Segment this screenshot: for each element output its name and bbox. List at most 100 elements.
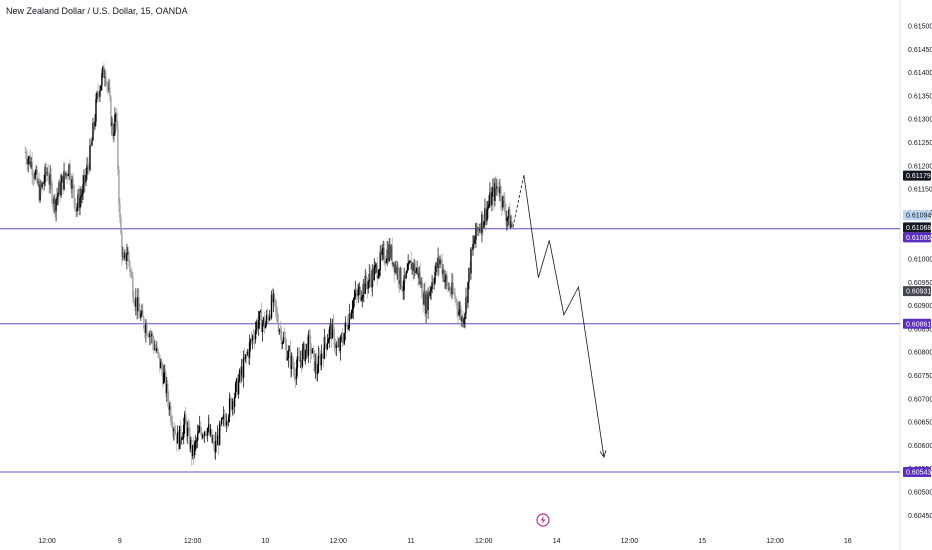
candle-body <box>206 428 209 436</box>
candle-body <box>32 174 34 177</box>
candle-body <box>178 431 180 450</box>
candle-body <box>164 372 166 374</box>
candle-body <box>282 336 285 343</box>
candle-body <box>83 175 85 185</box>
candle-body <box>470 248 472 274</box>
candle-body <box>283 336 286 341</box>
candle-body <box>350 313 352 319</box>
candle-body <box>182 437 184 440</box>
candle-body <box>154 348 156 350</box>
price-label: 0.60931 <box>906 289 931 296</box>
candle-body <box>431 282 433 290</box>
candle-body <box>472 244 474 250</box>
candle-body <box>39 184 41 201</box>
candle-body <box>30 162 32 167</box>
candle-body <box>354 290 356 298</box>
candle-body <box>246 351 249 355</box>
y-tick-label: 0.60800 <box>908 350 932 357</box>
candle-body <box>49 174 51 185</box>
candle-body <box>502 196 504 208</box>
candle-body <box>511 221 513 225</box>
y-tick-label: 0.60750 <box>908 373 932 380</box>
candle-body <box>81 194 83 197</box>
candle-body <box>169 405 171 410</box>
candle-body <box>405 272 407 279</box>
candle-body <box>205 434 208 436</box>
candle-body <box>483 221 485 228</box>
candle-body <box>158 352 160 356</box>
candle-body <box>458 311 460 315</box>
y-tick-label: 0.61200 <box>908 163 932 170</box>
candle-body <box>161 362 163 371</box>
candle-body <box>447 282 449 290</box>
candle-body <box>79 197 81 209</box>
candle-body <box>43 181 45 184</box>
candle-body <box>131 272 133 278</box>
y-tick-label: 0.61250 <box>908 140 932 147</box>
candle-body <box>412 263 414 272</box>
projection-path <box>523 175 605 458</box>
candle-body <box>170 405 172 422</box>
candle-body <box>25 152 27 160</box>
x-tick-label: 12:00 <box>766 538 784 545</box>
x-tick-label: 12:00 <box>184 538 202 545</box>
candle-body <box>298 356 301 362</box>
candle-body <box>68 164 70 176</box>
candle-body <box>47 171 49 181</box>
candle-body <box>168 399 170 410</box>
candle-body <box>375 264 377 266</box>
candle-body <box>134 303 136 307</box>
candle-body <box>320 353 323 366</box>
candle-body <box>130 271 132 273</box>
candle-body <box>100 85 102 91</box>
candle-body <box>46 171 48 174</box>
price-label-box <box>903 318 931 329</box>
candle-body <box>160 362 162 369</box>
price-label: 0.61065 <box>906 235 931 242</box>
candle-body <box>44 166 46 182</box>
price-label-box <box>903 170 931 181</box>
candle-body <box>211 441 214 443</box>
candle-body <box>337 346 340 347</box>
candle-body <box>274 299 277 309</box>
candle-body <box>24 151 26 153</box>
candle-body <box>80 196 82 198</box>
candle-body <box>275 308 278 312</box>
candle-body <box>231 401 234 410</box>
candle-body <box>239 370 242 376</box>
candle-body <box>465 297 467 314</box>
candle-body <box>245 354 248 356</box>
candle-body <box>137 297 139 312</box>
candle-body <box>471 248 473 250</box>
x-tick-label: 12:00 <box>621 538 639 545</box>
candle-body <box>61 176 63 183</box>
candle-body <box>406 270 408 273</box>
candle-body <box>69 164 71 181</box>
candle-body <box>467 281 469 303</box>
candle-body <box>367 281 369 289</box>
y-tick-label: 0.60500 <box>908 490 932 497</box>
candle-body <box>322 354 325 359</box>
candle-body <box>142 310 144 318</box>
candle-body <box>394 264 396 273</box>
candle-body <box>181 439 183 441</box>
candle-body <box>362 284 364 297</box>
candle-body <box>111 122 113 126</box>
candle-body <box>273 293 276 300</box>
candle-body <box>508 209 510 218</box>
candle-body <box>87 165 89 167</box>
x-tick-label: 12:00 <box>38 538 56 545</box>
y-tick-label: 0.60950 <box>908 280 932 287</box>
candle-body <box>244 354 247 360</box>
candle-body <box>423 291 425 305</box>
candle-body <box>59 182 61 196</box>
candle-body <box>504 200 506 212</box>
candle-body <box>71 179 73 189</box>
candle-body <box>54 197 56 212</box>
x-tick-label: 16 <box>844 538 852 545</box>
candle-body <box>102 66 104 74</box>
price-label-box <box>903 222 931 233</box>
candle-body <box>310 353 313 354</box>
candle-body <box>503 196 505 201</box>
